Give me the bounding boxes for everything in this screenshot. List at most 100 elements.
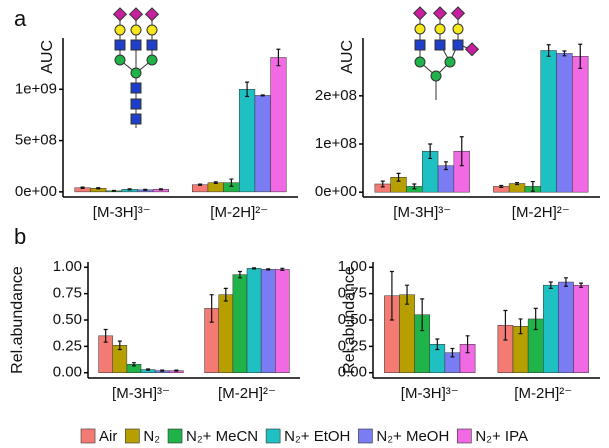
error-bar — [229, 178, 234, 187]
error-bar — [533, 307, 538, 331]
error-bar — [562, 50, 567, 57]
y-tick-label: 0.50 — [53, 311, 82, 328]
error-bar — [443, 161, 448, 171]
y-tick-label: 1.00 — [53, 258, 82, 275]
bar — [573, 284, 589, 373]
error-bar — [276, 48, 281, 67]
y-tick-label: 5e+08 — [15, 132, 57, 149]
y-tick-label: 1e+08 — [315, 135, 357, 152]
error-bar — [389, 270, 394, 321]
error-bar — [465, 335, 470, 354]
panel-label: b — [14, 224, 26, 249]
error-bar — [515, 181, 520, 186]
error-bar — [127, 188, 132, 191]
error-bar — [80, 186, 85, 189]
bar — [572, 56, 589, 193]
error-bar — [546, 44, 551, 57]
x-tick-label: [M-2H]²⁻ — [218, 385, 276, 402]
y-tick-label: 0.25 — [338, 337, 367, 354]
error-bar — [111, 189, 116, 192]
x-tick-label: [M-3H]³⁻ — [401, 385, 459, 402]
error-bar — [380, 180, 385, 188]
y-tick-label: 2e+08 — [315, 87, 357, 104]
error-bar — [209, 294, 214, 323]
legend-swatch — [358, 428, 373, 444]
error-bar — [143, 188, 148, 191]
error-bar — [405, 284, 410, 305]
legend-label: N₂+ EtOH — [284, 428, 350, 445]
legend-swatch — [125, 428, 140, 444]
y-tick-label: 1e+09 — [15, 80, 57, 97]
x-tick-label: [M-2H]²⁻ — [514, 385, 572, 402]
bar — [239, 89, 256, 193]
error-bar — [459, 136, 464, 167]
error-bar — [117, 340, 122, 351]
bar — [246, 268, 262, 373]
legend-swatch — [265, 428, 281, 444]
error-bar — [213, 181, 218, 185]
error-bar — [396, 172, 401, 182]
legend-label: N₂+ MeOH — [376, 428, 449, 445]
panel-label: a — [14, 6, 27, 31]
y-tick-label: 0.00 — [338, 364, 367, 381]
y-tick-label: 1.00 — [338, 258, 367, 275]
y-tick-label: 0e+00 — [315, 183, 357, 200]
error-bar — [578, 43, 583, 69]
error-bar — [131, 362, 136, 367]
error-bar — [174, 369, 179, 372]
error-bar — [530, 180, 535, 192]
bar — [540, 50, 557, 193]
y-tick-label: 0.25 — [53, 337, 82, 354]
bar — [543, 284, 559, 373]
bar — [275, 269, 290, 373]
glycan-icon-left — [112, 7, 160, 128]
error-bar — [160, 369, 165, 372]
y-tick-label: 0.50 — [338, 311, 367, 328]
x-tick-label: [M-3H]³⁻ — [93, 204, 151, 221]
legend-label: N₂+ MeCN — [186, 428, 258, 445]
glycan-icon-right — [412, 6, 480, 100]
legend-swatch — [457, 428, 472, 444]
error-bar — [428, 143, 433, 160]
y-axis-label: Rel.abundance — [9, 266, 26, 374]
error-bar — [96, 187, 101, 190]
error-bar — [518, 318, 523, 335]
legend-label: N₂+ IPA — [475, 428, 528, 445]
bar — [556, 53, 573, 193]
y-tick-label: 0.75 — [338, 285, 367, 302]
x-tick-label: [M-2H]²⁻ — [512, 204, 570, 221]
legend-swatch — [80, 428, 96, 444]
error-bar — [499, 184, 504, 188]
bar — [270, 57, 287, 193]
x-tick-label: [M-3H]³⁻ — [393, 204, 451, 221]
legend-swatch — [167, 428, 183, 444]
error-bar — [266, 268, 271, 271]
error-bar — [435, 338, 440, 351]
error-bar — [280, 267, 285, 272]
error-bar — [146, 368, 151, 371]
y-tick-label: 0.75 — [53, 285, 82, 302]
bar — [218, 294, 234, 373]
error-bar — [503, 309, 508, 341]
error-bar — [260, 94, 265, 97]
error-bar — [158, 188, 163, 191]
y-tick-label: 0.00 — [53, 364, 82, 381]
bar — [260, 269, 276, 373]
error-bar — [420, 298, 425, 332]
x-tick-label: [M-3H]³⁻ — [112, 385, 170, 402]
error-bar — [223, 287, 228, 302]
y-axis-label: AUC — [339, 40, 356, 74]
bar — [232, 274, 248, 373]
error-bar — [198, 183, 203, 186]
error-bar — [563, 277, 568, 287]
bar — [558, 281, 574, 373]
error-bar — [252, 267, 257, 270]
y-tick-label: 0e+00 — [15, 183, 57, 200]
bar — [399, 294, 415, 373]
y-axis-label: AUC — [39, 40, 56, 74]
error-bar — [245, 81, 250, 98]
error-bar — [103, 328, 108, 343]
bar — [254, 95, 271, 193]
legend-label: Air — [99, 428, 117, 445]
